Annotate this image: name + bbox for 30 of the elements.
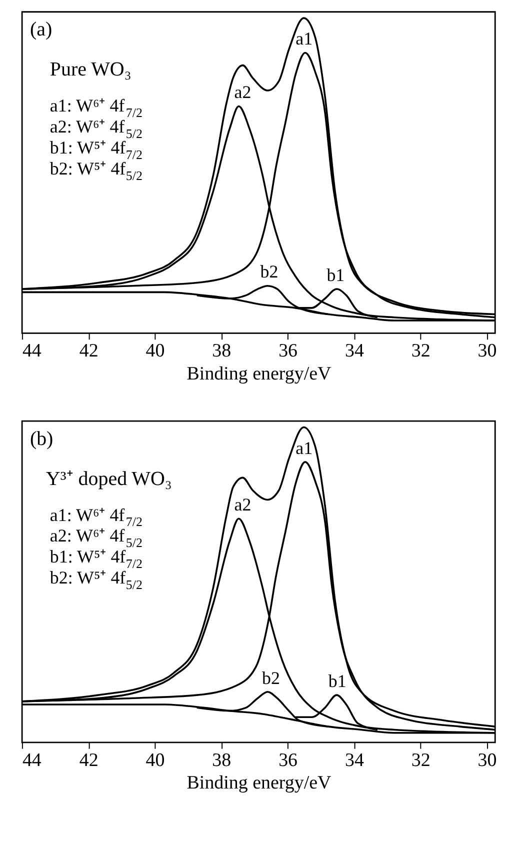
x-tick-label: 44 <box>22 750 42 771</box>
annotation: b2 <box>262 668 280 688</box>
annotation: b1 <box>328 670 346 691</box>
x-tick-label: 30 <box>478 340 497 362</box>
x-tick-label: 32 <box>411 750 430 771</box>
x-tick-label: 40 <box>146 340 165 362</box>
x-tick-label: 32 <box>411 340 430 362</box>
x-tick-label: 36 <box>278 750 298 771</box>
x-tick-label: 34 <box>344 340 364 362</box>
x-tick-label: 40 <box>146 750 165 771</box>
x-tick-label: 36 <box>278 340 298 362</box>
annotation: (b) <box>30 428 54 450</box>
annotation: Pure WO₃ <box>50 58 132 81</box>
annotation: a2 <box>234 494 252 514</box>
x-tick-label: 42 <box>79 340 98 362</box>
annotation: Y³⁺ doped WO₃ <box>46 468 172 490</box>
x-tick-label: 38 <box>212 340 232 362</box>
annotation: a1 <box>296 28 313 49</box>
x-tick-label: 30 <box>478 750 497 771</box>
annotation: (a) <box>30 18 52 41</box>
x-axis-title: Binding energy/eV <box>186 364 332 385</box>
x-tick-label: 38 <box>212 750 232 771</box>
x-tick-label: 42 <box>79 750 98 771</box>
annotation: b1 <box>326 264 345 285</box>
x-tick-label: 44 <box>22 340 42 362</box>
x-axis-title: Binding energy/eV <box>186 772 332 794</box>
x-tick-label: 34 <box>344 750 364 771</box>
annotation: a1 <box>296 438 313 458</box>
annotation: a2 <box>234 82 252 102</box>
annotation: b2 <box>260 262 278 282</box>
